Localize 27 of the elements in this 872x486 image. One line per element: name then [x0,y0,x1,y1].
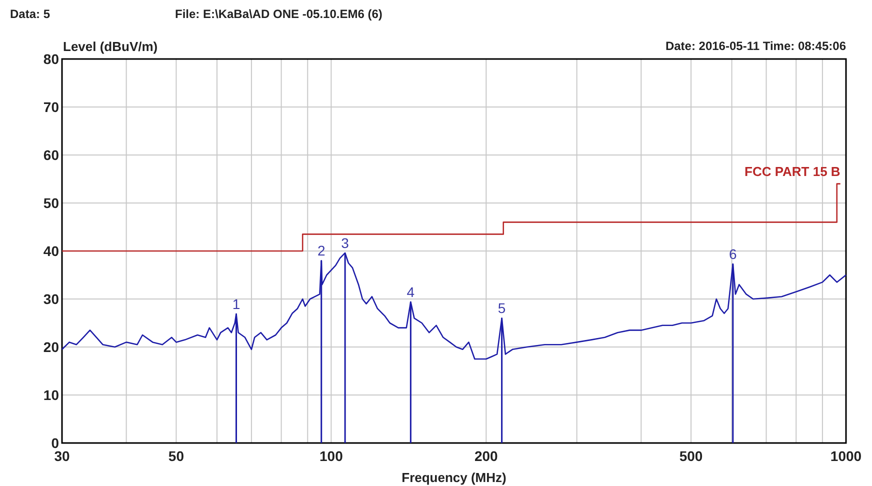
y-tick-label: 10 [43,387,60,403]
y-tick-label: 60 [43,147,60,163]
annotation: 3 [341,234,350,251]
x-tick-label: 30 [54,448,70,464]
annotation: 2 [317,242,326,259]
text: File: E:\KaBa\AD ONE -05.10.EM6 (6) [175,7,382,21]
x-axis-title: Frequency (MHz) [402,470,506,485]
text: Data: 5 [10,7,50,21]
text: Date: 2016-05-11 Time: 08:45:06 [665,39,846,53]
annotation: 4 [406,284,415,300]
x-tick-label: 500 [679,448,703,464]
y-tick-label: 20 [43,339,60,355]
y-tick-label: 0 [51,435,60,451]
annotation: 6 [729,246,738,262]
annotation: 1 [232,296,240,312]
y-tick-label: 70 [43,99,60,115]
x-tick-label: 50 [168,448,184,464]
annotation: 5 [498,300,506,316]
x-tick-label: 1000 [830,448,862,464]
y-axis-title: Level (dBuV/m) [63,39,158,54]
y-tick-label: 40 [43,243,60,259]
y-tick-label: 80 [43,51,60,67]
y-tick-label: 30 [43,291,60,307]
x-tick-label: 200 [474,448,498,464]
series-label: FCC PART 15 B [744,164,840,179]
y-tick-label: 50 [43,195,60,211]
x-tick-label: 100 [320,448,344,464]
